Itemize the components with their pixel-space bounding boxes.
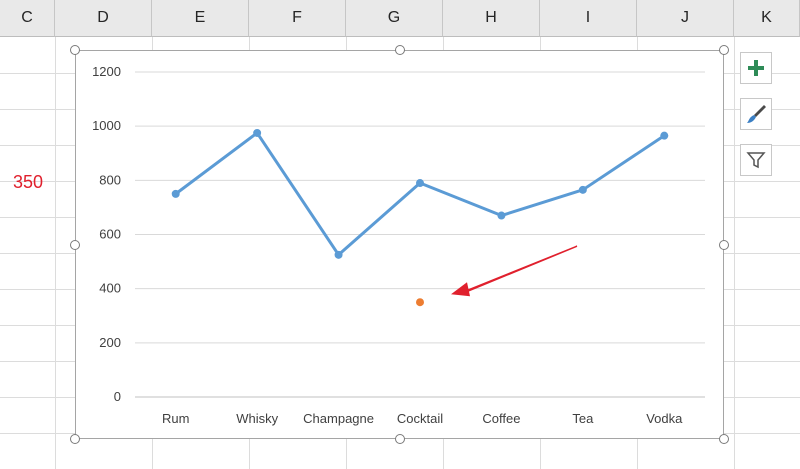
x-tick-label: Champagne xyxy=(303,411,374,426)
y-tick-label: 400 xyxy=(99,281,121,296)
x-tick-label: Coffee xyxy=(482,411,520,426)
y-tick-label: 800 xyxy=(99,172,121,187)
x-tick-label: Vodka xyxy=(646,411,683,426)
column-header-j[interactable]: J xyxy=(637,0,734,37)
resize-handle-bottom[interactable] xyxy=(395,434,405,444)
chart-annotation xyxy=(451,245,578,297)
cell-value[interactable]: 350 xyxy=(13,172,44,192)
column-label: K xyxy=(761,9,772,26)
resize-handle-right[interactable] xyxy=(719,240,729,250)
column-label: I xyxy=(585,9,591,26)
column-label: C xyxy=(21,9,33,26)
column-header-i[interactable]: I xyxy=(540,0,637,37)
x-tick-label: Rum xyxy=(162,411,189,426)
chart-gridlines xyxy=(135,71,705,398)
arrow-head-icon xyxy=(451,282,470,297)
column-header-h[interactable]: H xyxy=(443,0,540,37)
column-label: D xyxy=(97,9,109,26)
data-point[interactable] xyxy=(171,189,180,198)
column-label: E xyxy=(194,9,206,26)
column-label: H xyxy=(485,9,497,26)
y-tick-label: 600 xyxy=(99,227,121,242)
data-point[interactable] xyxy=(253,128,262,137)
x-tick-label: Tea xyxy=(572,411,594,426)
data-point[interactable] xyxy=(416,179,424,188)
column-header-g[interactable]: G xyxy=(346,0,443,37)
resize-handle-top-right[interactable] xyxy=(719,45,729,55)
x-tick-label: Whisky xyxy=(236,411,278,426)
resize-handle-left[interactable] xyxy=(70,240,80,250)
resize-handle-top-left[interactable] xyxy=(70,45,80,55)
chart-elements-button[interactable] xyxy=(740,52,772,84)
column-header-c[interactable]: C xyxy=(0,0,55,37)
chart-filters-button[interactable] xyxy=(740,144,772,176)
resize-handle-bottom-right[interactable] xyxy=(719,434,729,444)
column-label: J xyxy=(681,9,689,26)
y-tick-label: 1200 xyxy=(92,64,121,79)
arrow-shaft xyxy=(462,245,578,294)
column-label: F xyxy=(292,9,302,26)
chart-axes: 0 200 400 600 800 1000 1200 Rum Whisky Champagne C… xyxy=(92,64,683,426)
y-tick-label: 200 xyxy=(99,335,121,350)
data-point[interactable] xyxy=(578,185,587,194)
column-header-e[interactable]: E xyxy=(152,0,249,37)
column-header-d[interactable]: D xyxy=(55,0,152,37)
resize-handle-top[interactable] xyxy=(395,45,405,55)
plus-icon xyxy=(748,60,764,76)
data-point[interactable] xyxy=(334,250,343,259)
chart-series xyxy=(171,128,669,307)
series-line[interactable] xyxy=(174,131,666,257)
column-header-f[interactable]: F xyxy=(249,0,346,37)
data-point[interactable] xyxy=(660,131,669,140)
chart-styles-button[interactable] xyxy=(740,98,772,130)
filter-icon xyxy=(746,152,766,169)
highlight-data-point[interactable] xyxy=(416,298,424,307)
y-tick-label: 1000 xyxy=(92,118,121,133)
paintbrush-icon xyxy=(747,105,766,123)
x-tick-label: Cocktail xyxy=(397,411,443,426)
column-label: G xyxy=(387,9,401,26)
chart-area[interactable] xyxy=(75,50,724,439)
y-tick-label: 0 xyxy=(114,389,121,404)
resize-handle-bottom-left[interactable] xyxy=(70,434,80,444)
data-point[interactable] xyxy=(497,211,506,220)
